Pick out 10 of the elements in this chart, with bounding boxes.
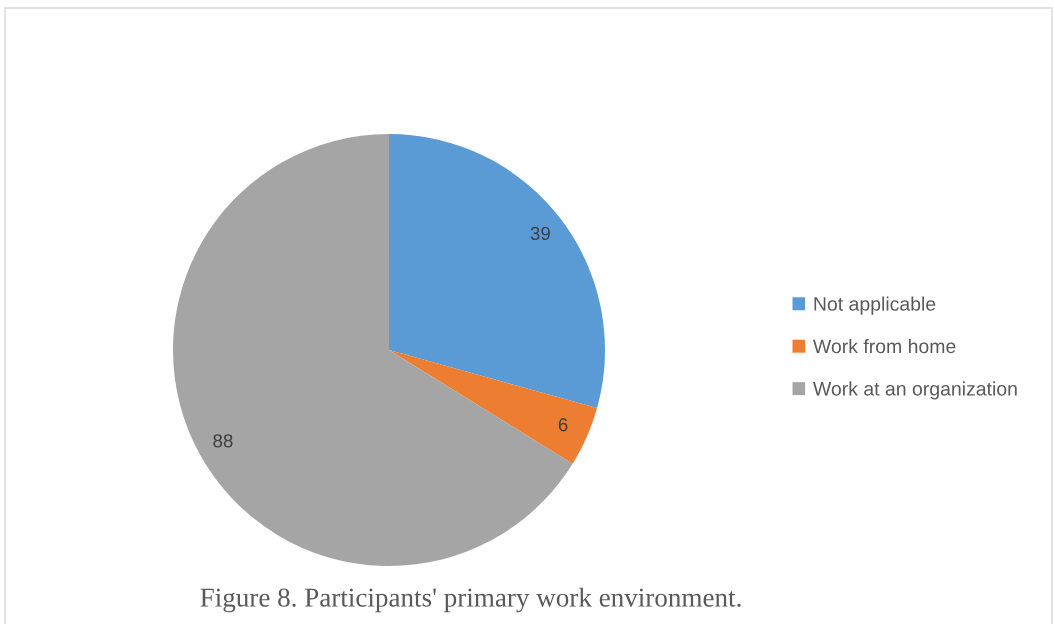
data-label: 39 <box>530 226 550 241</box>
legend-label: Work from home <box>813 338 956 354</box>
legend-label: Work at an organization <box>813 381 1017 400</box>
caption: Figure 8. Participants' primary work environment. <box>200 587 741 613</box>
data-label: 88 <box>213 434 233 448</box>
data-label: 6 <box>558 418 568 432</box>
pie-slice <box>389 350 598 464</box>
pie-slice <box>389 134 605 408</box>
pie-slice <box>173 134 573 566</box>
legend-label: Not applicable <box>814 296 936 315</box>
